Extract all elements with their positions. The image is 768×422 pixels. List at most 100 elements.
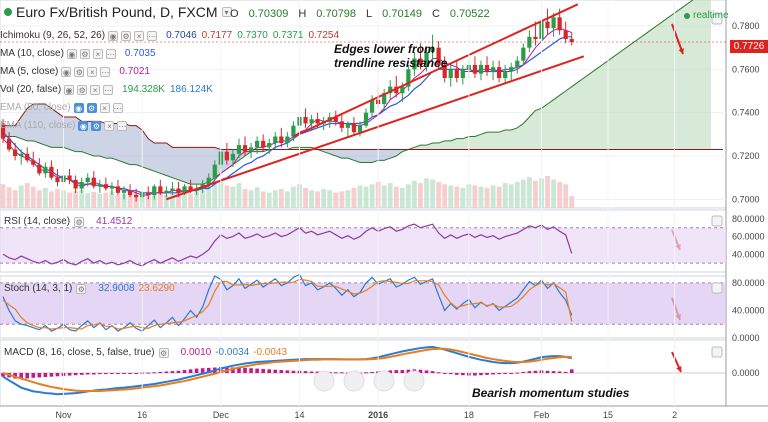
legend-ichimoku-value: 0.7370 — [237, 30, 268, 41]
legend-ema50-eye-icon[interactable]: ◉ — [73, 102, 84, 113]
legend-ema50-more-icon[interactable]: ⋯ — [112, 102, 123, 113]
candle-body — [412, 58, 417, 70]
volume-bar — [430, 179, 435, 208]
legend-ma10-eye-icon[interactable]: ◉ — [66, 48, 77, 59]
stoch-settings-button[interactable]: ⚙ — [76, 283, 87, 294]
legend-ema110: EMA (110, close) ◉ ⚙ × ⋯ — [0, 120, 128, 131]
volume-bar — [291, 186, 296, 208]
stoch-band — [0, 282, 726, 325]
candle-body — [43, 166, 48, 174]
volume-bar — [91, 192, 97, 208]
downtrend-arrow-macd-head — [676, 366, 682, 372]
symbol-settings-button[interactable]: ▾ — [221, 7, 232, 17]
candle-body — [497, 67, 502, 78]
macd-settings-button[interactable]: ⚙ — [158, 347, 169, 358]
x-tick-label: 2016 — [368, 410, 388, 420]
candle-body — [236, 145, 242, 154]
candle-body — [182, 186, 187, 193]
volume-bar — [188, 193, 193, 208]
candle-body — [424, 52, 429, 65]
legend-ichimoku-more-icon[interactable]: ⋯ — [147, 30, 158, 41]
volume-bar — [163, 194, 169, 208]
macd-histogram-bar — [461, 373, 465, 376]
macd-histogram-bar — [200, 368, 205, 373]
legend-ma5-close-icon[interactable]: × — [87, 66, 98, 77]
volume-bar — [212, 184, 218, 208]
candle-body — [460, 69, 465, 78]
legend-ema110-eye-icon[interactable]: ◉ — [78, 120, 89, 131]
volume-bar — [115, 194, 121, 208]
volume-bar — [49, 191, 54, 208]
macd-histogram-bar — [243, 367, 247, 373]
candle-body — [230, 153, 236, 161]
legend-ma10-more-icon[interactable]: ⋯ — [105, 48, 116, 59]
legend-ema110-more-icon[interactable]: ⋯ — [117, 120, 128, 131]
macd-histogram-bar — [122, 373, 126, 374]
volume-bar — [545, 176, 550, 208]
playback-control-circle — [403, 370, 425, 392]
candle-body — [339, 121, 344, 128]
x-tick-label: Dec — [213, 410, 230, 420]
volume-bar — [351, 187, 357, 208]
candle-body — [442, 65, 447, 78]
legend-ema50-close-icon[interactable]: × — [99, 102, 110, 113]
legend-ma10-gear-icon[interactable]: ⚙ — [79, 48, 90, 59]
legend-ichimoku-eye-icon[interactable]: ◉ — [108, 30, 119, 41]
high-label: H — [298, 8, 307, 20]
volume-bar — [194, 191, 200, 208]
candle-body — [557, 17, 562, 31]
main-y-tick-label: 0.7800 — [732, 21, 760, 31]
candle-body — [472, 65, 478, 74]
macd-histogram-bar — [521, 371, 526, 373]
legend-ema110-gear-icon[interactable]: ⚙ — [91, 120, 102, 131]
candle-body — [478, 65, 484, 74]
macd-histogram-bar — [158, 371, 163, 373]
candle-body — [55, 177, 60, 182]
volume-bar — [303, 187, 308, 208]
candle-body — [91, 177, 96, 187]
volume-bar — [272, 190, 278, 208]
legend-ichimoku-gear-icon[interactable]: ⚙ — [121, 30, 132, 41]
macd-histogram-bar — [430, 371, 435, 373]
rsi-settings-button[interactable]: ⚙ — [74, 216, 85, 227]
candle-body — [242, 145, 248, 152]
macd-label: MACD (8, 16, close, 5, false, true) — [4, 347, 155, 358]
macd-histogram-bar — [394, 370, 399, 373]
volume-bar — [24, 183, 30, 208]
volume-bar — [12, 190, 18, 208]
volume-bar — [97, 193, 103, 208]
legend-ma5-more-icon[interactable]: ⋯ — [100, 66, 111, 77]
candle-body — [551, 17, 556, 29]
candle-body — [188, 186, 193, 191]
macd-histogram-bar — [454, 373, 459, 375]
volume-bar — [496, 186, 502, 208]
legend-ema110-close-icon[interactable]: × — [104, 120, 115, 131]
candle-body — [261, 140, 266, 148]
legend-ichimoku-close-icon[interactable]: × — [134, 30, 145, 41]
macd-histogram-bar — [170, 371, 175, 373]
legend-ma5-gear-icon[interactable]: ⚙ — [74, 66, 85, 77]
legend-ma5-eye-icon[interactable]: ◉ — [61, 66, 72, 77]
macd-histogram-bar — [388, 370, 393, 373]
stoch-y-tick-label: 80.0000 — [732, 278, 765, 288]
x-tick-label: 16 — [137, 410, 147, 420]
legend-vol-gear-icon[interactable]: ⚙ — [77, 84, 88, 95]
legend-vol-eye-icon[interactable]: ◉ — [64, 84, 75, 95]
macd-histogram-bar — [37, 373, 42, 378]
ichimoku-span-a-line — [3, 0, 694, 185]
volume-bar — [266, 192, 272, 208]
legend-ema50-gear-icon[interactable]: ⚙ — [86, 102, 97, 113]
volume-bar — [236, 183, 242, 208]
volume-bar — [448, 185, 454, 208]
volume-bar — [206, 187, 212, 208]
macd-histogram-bar — [176, 370, 181, 373]
legend-vol-more-icon[interactable]: ⋯ — [103, 84, 114, 95]
legend-ma10-close-icon[interactable]: × — [92, 48, 103, 59]
legend-ichimoku-label: Ichimoku (9, 26, 52, 26) — [0, 30, 106, 41]
candle-body — [448, 69, 453, 78]
macd-histogram-bar — [249, 368, 253, 373]
candle-body — [176, 188, 181, 193]
rsi-y-tick-label: 80.0000 — [732, 214, 765, 224]
legend-vol-close-icon[interactable]: × — [90, 84, 101, 95]
